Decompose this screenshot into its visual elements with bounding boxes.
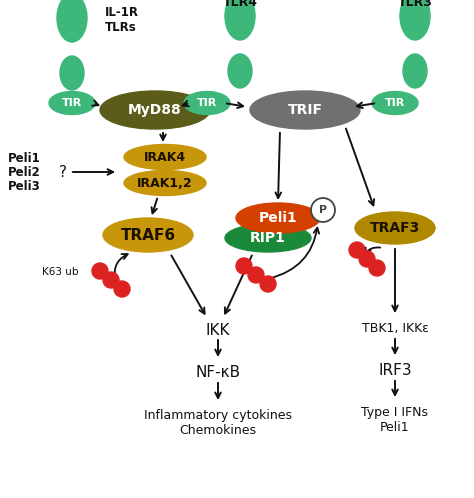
Text: IRAK1,2: IRAK1,2 — [137, 176, 193, 190]
Circle shape — [114, 281, 130, 297]
Ellipse shape — [400, 0, 430, 40]
Text: IRF3: IRF3 — [378, 363, 412, 377]
Text: TRAF6: TRAF6 — [120, 228, 175, 243]
Text: TRIF: TRIF — [288, 103, 322, 117]
Text: TRAF3: TRAF3 — [370, 221, 420, 235]
Text: IKK: IKK — [206, 323, 230, 338]
Text: TLR3: TLR3 — [398, 0, 432, 8]
Ellipse shape — [225, 0, 255, 40]
Ellipse shape — [228, 54, 252, 88]
Text: Peli1: Peli1 — [380, 420, 410, 433]
Ellipse shape — [60, 56, 84, 90]
Text: Peli3: Peli3 — [8, 179, 41, 193]
Text: TBK1, IKKε: TBK1, IKKε — [362, 322, 428, 335]
Ellipse shape — [372, 92, 418, 115]
Ellipse shape — [124, 170, 206, 196]
Text: TIR: TIR — [197, 98, 217, 108]
Text: NF-κB: NF-κB — [195, 365, 241, 379]
Circle shape — [92, 263, 108, 279]
Ellipse shape — [184, 92, 230, 115]
Text: Peli1: Peli1 — [259, 211, 297, 225]
Circle shape — [359, 251, 375, 267]
Ellipse shape — [225, 224, 311, 252]
Text: Type I IFNs: Type I IFNs — [362, 405, 428, 418]
Text: MyD88: MyD88 — [128, 103, 182, 117]
Text: Peli2: Peli2 — [8, 165, 41, 178]
Ellipse shape — [49, 92, 95, 115]
Ellipse shape — [403, 54, 427, 88]
Circle shape — [236, 258, 252, 274]
Ellipse shape — [124, 144, 206, 169]
Ellipse shape — [100, 91, 210, 129]
Circle shape — [103, 272, 119, 288]
Ellipse shape — [250, 91, 360, 129]
Ellipse shape — [236, 203, 320, 233]
Text: TIR: TIR — [385, 98, 405, 108]
Text: P: P — [319, 205, 327, 215]
Text: TIR: TIR — [62, 98, 82, 108]
Text: Chemokines: Chemokines — [180, 423, 256, 437]
Ellipse shape — [355, 212, 435, 244]
Text: ?: ? — [59, 164, 67, 179]
Text: IRAK4: IRAK4 — [144, 150, 186, 163]
Circle shape — [260, 276, 276, 292]
Circle shape — [248, 267, 264, 283]
Circle shape — [349, 242, 365, 258]
Text: IL-1R: IL-1R — [105, 5, 139, 18]
Ellipse shape — [57, 0, 87, 42]
Circle shape — [369, 260, 385, 276]
Text: TLRs: TLRs — [105, 20, 137, 33]
Text: RIP1: RIP1 — [250, 231, 286, 245]
Text: Inflammatory cytokines: Inflammatory cytokines — [144, 408, 292, 421]
Text: Peli1: Peli1 — [8, 151, 41, 164]
Ellipse shape — [103, 218, 193, 252]
Text: K63 ub: K63 ub — [42, 267, 78, 277]
Text: TLR4: TLR4 — [222, 0, 257, 8]
Circle shape — [311, 198, 335, 222]
